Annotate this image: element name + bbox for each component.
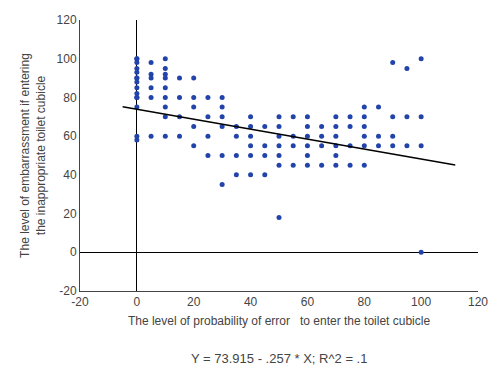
svg-text:The level of probability of er: The level of probability of error to ent… — [128, 314, 430, 328]
svg-text:60: 60 — [63, 129, 77, 143]
svg-text:120: 120 — [468, 295, 488, 309]
svg-text:-20: -20 — [71, 295, 89, 309]
svg-text:60: 60 — [301, 295, 315, 309]
svg-text:0: 0 — [134, 295, 141, 309]
svg-text:100: 100 — [411, 295, 431, 309]
svg-text:40: 40 — [244, 295, 258, 309]
svg-text:20: 20 — [187, 295, 201, 309]
svg-text:100: 100 — [57, 52, 77, 66]
svg-text:Y = 73.915 - .257 * X; R^2 = .: Y = 73.915 - .257 * X; R^2 = .1 — [191, 351, 367, 366]
svg-text:40: 40 — [63, 168, 77, 182]
svg-text:80: 80 — [63, 91, 77, 105]
svg-text:80: 80 — [358, 295, 372, 309]
svg-text:The level of embarrassment if: The level of embarrassment if enteringth… — [18, 53, 48, 258]
svg-text:0: 0 — [70, 245, 77, 259]
svg-text:-20: -20 — [59, 284, 77, 298]
svg-text:20: 20 — [63, 207, 77, 221]
svg-text:120: 120 — [57, 13, 77, 27]
